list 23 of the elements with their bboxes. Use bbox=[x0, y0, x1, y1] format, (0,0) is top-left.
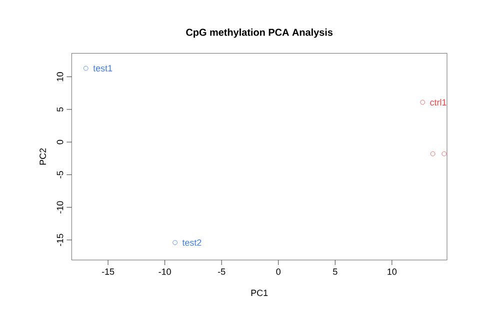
x-tick-label: -5 bbox=[218, 268, 226, 275]
annotation: test2 bbox=[182, 239, 202, 246]
point bbox=[83, 66, 88, 71]
point bbox=[172, 240, 178, 245]
y-axis-title: PC2 bbox=[40, 148, 46, 165]
y-tick-label: -15 bbox=[56, 234, 64, 246]
x-tick-label: 10 bbox=[388, 268, 397, 275]
x-axis-title: PC1 bbox=[251, 290, 268, 296]
x-tick-label: 0 bbox=[276, 268, 281, 275]
point bbox=[430, 151, 436, 156]
annotation: ctrl1 bbox=[430, 98, 446, 106]
annotation: test1 bbox=[93, 65, 112, 72]
chart-title: CpG methylation PCA Analysis bbox=[186, 28, 333, 38]
x-tick-label: -15 bbox=[102, 268, 114, 275]
y-tick-label: 10 bbox=[56, 72, 64, 82]
x-tick-label: -10 bbox=[158, 268, 171, 275]
point bbox=[442, 151, 447, 156]
x-tick-label: 5 bbox=[333, 268, 338, 275]
y-tick-label: 5 bbox=[56, 107, 64, 112]
y-tick-label: -5 bbox=[56, 171, 64, 178]
y-tick-label: 0 bbox=[56, 140, 64, 144]
point bbox=[420, 100, 425, 105]
y-tick-label: -10 bbox=[56, 201, 64, 214]
